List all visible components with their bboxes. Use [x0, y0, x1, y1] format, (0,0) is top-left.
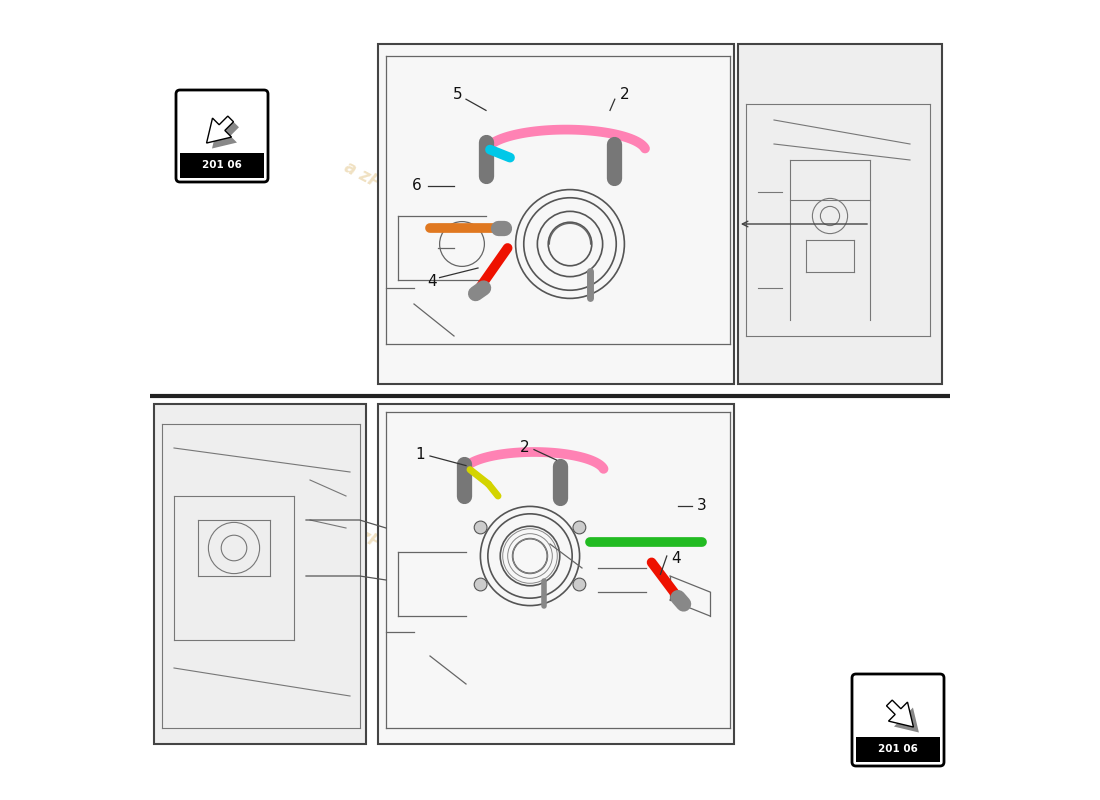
- Bar: [154, 404, 366, 744]
- Bar: [180, 153, 264, 178]
- Text: 201 06: 201 06: [878, 744, 917, 754]
- Polygon shape: [212, 122, 239, 149]
- FancyBboxPatch shape: [176, 90, 268, 182]
- Text: 4: 4: [427, 274, 437, 289]
- Text: 1: 1: [416, 447, 426, 462]
- Text: 2: 2: [519, 441, 529, 455]
- Polygon shape: [207, 116, 233, 143]
- Polygon shape: [887, 700, 913, 727]
- FancyBboxPatch shape: [852, 674, 944, 766]
- Circle shape: [573, 578, 586, 591]
- Text: 5: 5: [452, 87, 462, 102]
- Bar: [738, 44, 942, 384]
- Text: 201 06: 201 06: [202, 160, 242, 170]
- Bar: [856, 737, 940, 762]
- Text: 2: 2: [619, 87, 629, 102]
- Bar: [378, 404, 734, 744]
- Text: a zPartsStore.com partner: a zPartsStore.com partner: [341, 518, 568, 650]
- Circle shape: [573, 521, 586, 534]
- Polygon shape: [892, 706, 918, 733]
- Circle shape: [474, 578, 487, 591]
- Text: 3: 3: [697, 498, 707, 513]
- Text: 6: 6: [412, 178, 422, 193]
- Circle shape: [474, 521, 487, 534]
- Text: a zPartsStore.com partner: a zPartsStore.com partner: [341, 158, 568, 290]
- Text: 4: 4: [672, 551, 681, 566]
- Bar: [378, 44, 734, 384]
